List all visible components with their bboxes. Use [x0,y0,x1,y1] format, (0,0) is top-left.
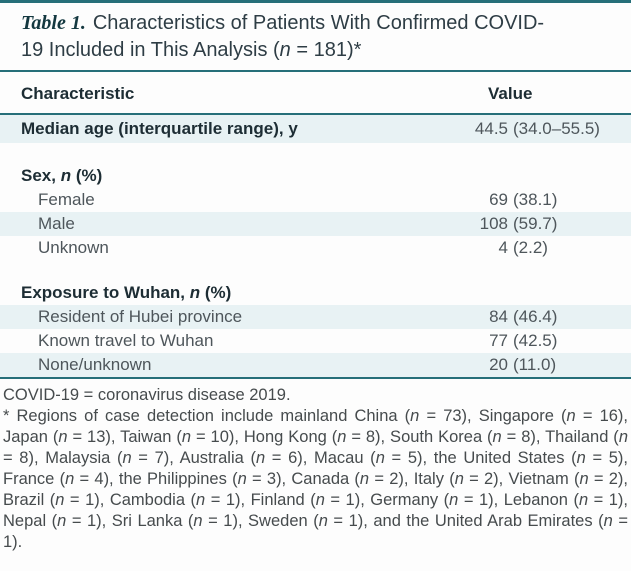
row-value: 108 (59.7) [462,212,631,236]
table-section-row: Exposure to Wuhan, n (%) [0,281,631,305]
footnote-abbreviation: COVID-19 = coronavirus disease 2019. [3,386,291,404]
table-row: Unknown 4 (2.2) [0,236,631,260]
row-value: 20 (11.0) [462,353,631,377]
row-value [462,164,631,188]
section-gap [0,143,631,164]
value-parenthetical: (59.7) [513,214,558,233]
footer-divider-rule [0,377,631,379]
table-title-text: Characteristics of Patients With Confirm… [21,12,545,61]
value-parenthetical: (11.0) [513,355,557,374]
value-parenthetical: (2.2) [513,238,548,257]
table-row: Median age (interquartile range), y 44.5… [0,115,631,143]
table-header-row: Characteristic Value [0,72,631,113]
footnote-regions: * Regions of case detection include main… [3,407,629,551]
row-value: 4 (2.2) [462,236,631,260]
value-number: 77 [489,331,508,350]
value-number: 108 [479,214,508,233]
row-label: Unknown [38,238,109,257]
value-number: 69 [489,190,508,209]
row-label: Known travel to Wuhan [38,331,214,350]
value-number: 44.5 [474,119,508,138]
table-footnotes: COVID-19 = coronavirus disease 2019. * R… [0,379,631,553]
value-number: 4 [498,238,508,257]
title-divider-rule [0,70,631,72]
table-row: Male 108 (59.7) [0,212,631,236]
section-label: Exposure to Wuhan, n (%) [21,283,232,302]
table-row: Female 69 (38.1) [0,188,631,212]
section-gap [0,260,631,281]
row-value: 44.5 (34.0–55.5) [462,115,631,143]
value-number: 20 [489,355,508,374]
table-title: Table 1. Characteristics of Patients With… [0,3,586,70]
column-header-characteristic: Characteristic [21,84,135,103]
table-row: None/unknown 20 (11.0) [0,353,631,377]
value-parenthetical: (46.4) [513,307,558,326]
row-value: 77 (42.5) [462,329,631,353]
row-label: None/unknown [38,355,152,374]
value-parenthetical: (42.5) [513,331,558,350]
table-section-row: Sex, n (%) [0,164,631,188]
row-value: 84 (46.4) [462,305,631,329]
table-top-border [0,0,631,3]
row-label: Median age (interquartile range), y [21,119,298,138]
row-label: Female [38,190,95,209]
row-value [462,281,631,305]
column-header-value: Value [488,84,533,103]
header-divider-rule [0,113,631,115]
section-label: Sex, n (%) [21,166,103,185]
value-number: 84 [489,307,508,326]
row-label: Resident of Hubei province [38,307,243,326]
row-label: Male [38,214,75,233]
row-value: 69 (38.1) [462,188,631,212]
table-row: Known travel to Wuhan 77 (42.5) [0,329,631,353]
value-parenthetical: (38.1) [513,190,558,209]
table-row: Resident of Hubei province 84 (46.4) [0,305,631,329]
value-parenthetical: (34.0–55.5) [513,119,600,138]
table-number-label: Table 1. [21,12,86,34]
